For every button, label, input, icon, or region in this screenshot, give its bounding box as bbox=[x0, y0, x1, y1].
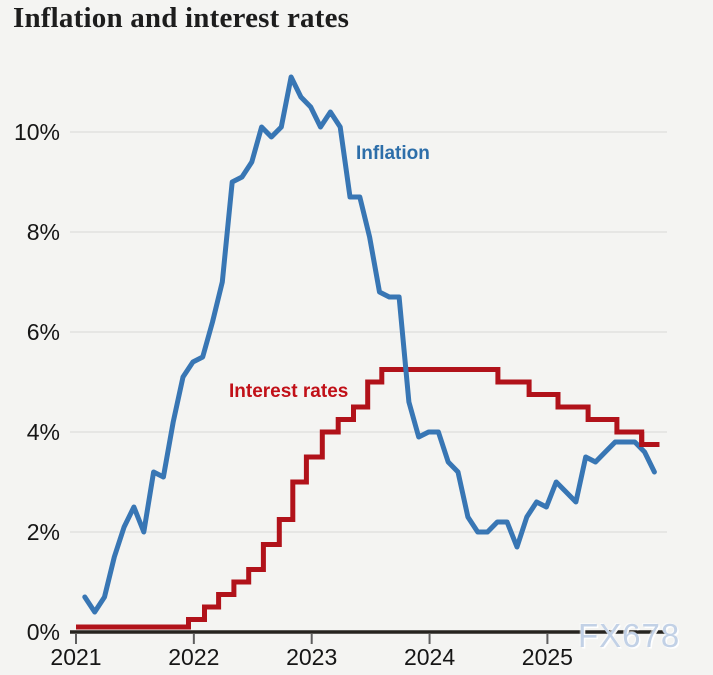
inflation-series-label: Inflation bbox=[356, 143, 430, 164]
x-tick-label-2024: 2024 bbox=[403, 644, 456, 670]
y-tick-label-4%: 4% bbox=[26, 419, 60, 445]
interest-rate-line-end bbox=[639, 432, 660, 447]
x-tick-label-2022: 2022 bbox=[168, 644, 220, 670]
y-tick-label-0%: 0% bbox=[26, 619, 60, 645]
x-tick-label-2021: 2021 bbox=[50, 644, 102, 670]
x-tick-label-2023: 2023 bbox=[286, 644, 338, 670]
chart-title: Inflation and interest rates bbox=[13, 2, 350, 34]
y-tick-label-6%: 6% bbox=[26, 319, 60, 345]
axis-ticks bbox=[75, 634, 549, 644]
gridlines bbox=[70, 131, 667, 533]
interest-rates-series-label: Interest rates bbox=[229, 381, 349, 402]
x-tick-label-2025: 2025 bbox=[521, 644, 573, 670]
y-tick-label-2%: 2% bbox=[26, 519, 60, 545]
y-tick-label-8%: 8% bbox=[26, 219, 60, 245]
interest-rate-line bbox=[76, 367, 660, 630]
y-tick-label-10%: 10% bbox=[13, 119, 60, 145]
inflation-line bbox=[82, 74, 657, 615]
fx678-watermark: FX678 bbox=[578, 617, 681, 654]
